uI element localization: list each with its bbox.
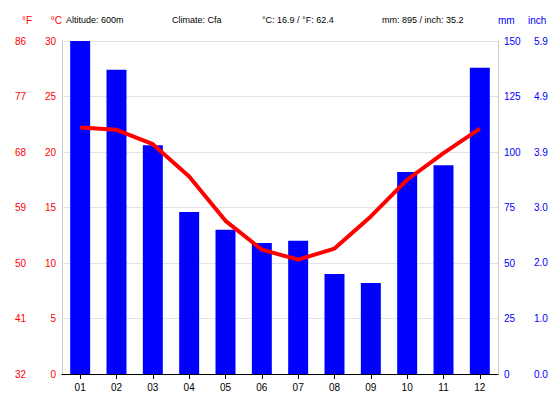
svg-text:09: 09 xyxy=(365,382,377,393)
svg-text:32: 32 xyxy=(15,369,27,380)
svg-text:03: 03 xyxy=(147,382,159,393)
svg-text:125: 125 xyxy=(504,91,521,102)
svg-text:2.0: 2.0 xyxy=(534,257,548,268)
svg-text:20: 20 xyxy=(45,147,57,158)
svg-text:04: 04 xyxy=(184,382,196,393)
svg-text:150: 150 xyxy=(504,36,521,47)
svg-text:15: 15 xyxy=(45,202,57,213)
svg-text:10: 10 xyxy=(402,382,414,393)
svg-text:59: 59 xyxy=(15,202,27,213)
svg-text:11: 11 xyxy=(438,382,449,393)
svg-text:°F: °F xyxy=(22,15,32,26)
svg-text:25: 25 xyxy=(504,313,516,324)
svg-text:mm: 895 / inch: 35.2: mm: 895 / inch: 35.2 xyxy=(382,15,464,25)
svg-text:Altitude: 600m: Altitude: 600m xyxy=(66,15,124,25)
svg-text:50: 50 xyxy=(504,258,516,269)
svg-text:02: 02 xyxy=(111,382,123,393)
svg-text:30: 30 xyxy=(45,36,57,47)
svg-text:86: 86 xyxy=(15,36,27,47)
svg-text:inch: inch xyxy=(528,15,546,26)
svg-text:06: 06 xyxy=(256,382,268,393)
svg-text:5: 5 xyxy=(50,313,56,324)
svg-text:0: 0 xyxy=(504,369,510,380)
svg-text:75: 75 xyxy=(504,202,516,213)
svg-text:°C: °C xyxy=(51,15,62,26)
svg-text:4.9: 4.9 xyxy=(534,91,548,102)
svg-text:01: 01 xyxy=(75,382,87,393)
svg-text:77: 77 xyxy=(15,91,27,102)
svg-text:3.0: 3.0 xyxy=(534,202,548,213)
svg-text:05: 05 xyxy=(220,382,232,393)
svg-text:0.0: 0.0 xyxy=(534,369,548,380)
svg-text:0: 0 xyxy=(50,369,56,380)
svg-text:07: 07 xyxy=(293,382,305,393)
svg-text:12: 12 xyxy=(474,382,486,393)
svg-text:41: 41 xyxy=(15,313,27,324)
svg-text:1.0: 1.0 xyxy=(534,313,548,324)
svg-text:mm: mm xyxy=(498,15,515,26)
svg-text:08: 08 xyxy=(329,382,341,393)
svg-text:100: 100 xyxy=(504,147,521,158)
svg-text:68: 68 xyxy=(15,147,27,158)
svg-text:50: 50 xyxy=(15,258,27,269)
svg-text:10: 10 xyxy=(45,258,57,269)
svg-text:5.9: 5.9 xyxy=(534,36,548,47)
svg-text:25: 25 xyxy=(45,91,57,102)
svg-text:°C: 16.9 / °F: 62.4: °C: 16.9 / °F: 62.4 xyxy=(262,15,334,25)
svg-text:Climate: Cfa: Climate: Cfa xyxy=(172,15,222,25)
svg-text:3.9: 3.9 xyxy=(534,147,548,158)
